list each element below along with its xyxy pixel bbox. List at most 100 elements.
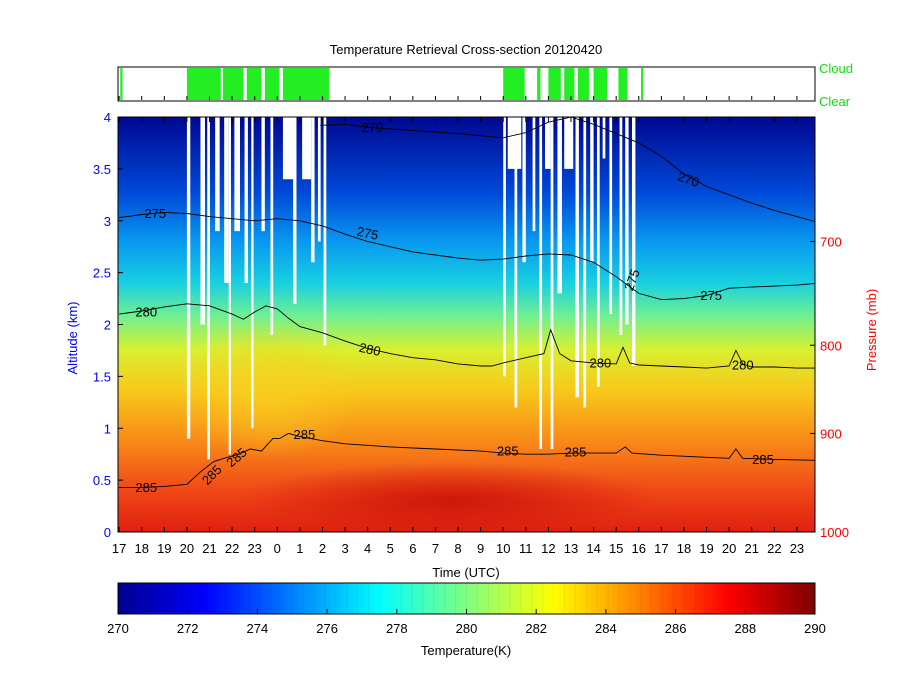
x-tick-label: 14	[586, 541, 600, 556]
colorbar-tick-label: 284	[595, 621, 617, 636]
missing-data-column	[619, 117, 623, 335]
contour-label: 285	[565, 445, 587, 460]
left-y-axis-ticks: 0 0.5 1 1.5 2 2.5 3 3.5 4	[93, 110, 123, 540]
x-tick-label: 18	[677, 541, 691, 556]
left-y-tick-label: 0	[104, 525, 111, 540]
right-y-tick-label: 700	[820, 235, 842, 250]
x-axis-label: Time (UTC)	[432, 565, 499, 580]
x-tick-label: 19	[157, 541, 171, 556]
contour-label: 275	[356, 224, 380, 243]
x-tick-label: 22	[767, 541, 781, 556]
x-tick-label: 23	[790, 541, 804, 556]
missing-data-column	[215, 117, 220, 232]
left-y-tick-label: 0.5	[93, 473, 111, 488]
contour-label-group: 270	[361, 120, 383, 136]
colorbar-tick-label: 290	[804, 621, 826, 636]
x-axis-ticks: 17 18 19 20 21 22 23 0 1 2 3 4 5 6 7 8 9 10 11 12 13 14 15 16 17…	[112, 96, 804, 556]
colorbar-tick-label: 286	[665, 621, 687, 636]
warm-region-left	[180, 320, 360, 460]
x-tick-label: 4	[364, 541, 371, 556]
left-y-tick-label: 3	[104, 214, 111, 229]
x-tick-label: 16	[632, 541, 646, 556]
cloud-bar	[618, 68, 628, 100]
x-tick-label: 20	[180, 541, 194, 556]
missing-data-column	[224, 117, 229, 283]
chart-title: Temperature Retrieval Cross-section 2012…	[330, 42, 602, 57]
contour-label: 285	[135, 480, 157, 495]
x-tick-label: 1	[296, 541, 303, 556]
x-tick-label: 23	[247, 541, 261, 556]
colorbar-label: Temperature(K)	[421, 643, 511, 658]
contour-label: 275	[700, 288, 722, 303]
x-tick-label: 21	[202, 541, 216, 556]
right-y-axis-ticks: 1000 900 800 700	[810, 235, 849, 540]
colorbar-tick-label: 280	[456, 621, 478, 636]
cloud-label: Cloud	[819, 61, 853, 76]
missing-data-column	[514, 117, 518, 408]
contour-label: 270	[361, 120, 383, 136]
cloud-bar	[593, 68, 608, 100]
contour-line-280	[119, 303, 815, 369]
missing-data-column	[583, 117, 587, 408]
x-tick-label: 21	[745, 541, 759, 556]
cloud-bar	[564, 68, 575, 100]
cloud-bar	[548, 68, 561, 100]
missing-data-column	[282, 117, 295, 180]
missing-data-column	[522, 117, 526, 263]
missing-data-column	[602, 117, 606, 159]
cloud-bar	[264, 68, 280, 100]
contour-label-group: 275	[356, 224, 380, 243]
missing-data-column	[244, 117, 248, 283]
x-tick-label: 17	[654, 541, 668, 556]
x-tick-label: 2	[319, 541, 326, 556]
missing-data-column	[539, 117, 543, 449]
x-tick-label: 3	[341, 541, 348, 556]
missing-data-column	[234, 117, 241, 232]
left-y-tick-label: 2.5	[93, 266, 111, 281]
left-y-tick-label: 2	[104, 318, 111, 333]
missing-data-column	[228, 117, 231, 455]
right-y-tick-label: 900	[820, 426, 842, 441]
cloud-strip: Cloud Clear	[117, 61, 853, 109]
x-tick-label: 7	[432, 541, 439, 556]
contour-line-275	[119, 211, 815, 301]
right-y-tick-label: 1000	[820, 525, 849, 540]
colorbar-tick-label: 278	[386, 621, 408, 636]
x-tick-label: 13	[564, 541, 578, 556]
contour-label: 285	[294, 427, 316, 442]
colorbar: 270 272 274 276 278 280 282 284 286 288 290 Temper…	[107, 582, 826, 658]
x-tick-label: 17	[112, 541, 126, 556]
contour-label: 275	[621, 267, 643, 293]
colorbar-tick-label: 282	[525, 621, 547, 636]
missing-data-column	[550, 117, 554, 449]
missing-data-column	[631, 117, 636, 366]
clear-label: Clear	[819, 94, 851, 109]
missing-data-column	[311, 117, 315, 263]
missing-data-column	[186, 117, 191, 439]
contour-label-group: 275	[700, 288, 722, 303]
cloud-bar	[641, 68, 644, 100]
colorbar-stripes	[128, 584, 805, 613]
contour-label-group: 285	[497, 444, 519, 459]
contour-label-group: 275	[621, 267, 643, 293]
contour-label-group: 285	[135, 480, 157, 495]
cloud-bar	[246, 68, 262, 100]
missing-data-column	[207, 117, 210, 460]
missing-data-column	[590, 117, 594, 263]
cloud-bar	[282, 68, 330, 100]
x-tick-label: 12	[541, 541, 555, 556]
missing-data-column	[545, 117, 551, 169]
left-y-tick-label: 3.5	[93, 162, 111, 177]
x-tick-label: 19	[699, 541, 713, 556]
left-y-tick-label: 1	[104, 421, 111, 436]
contour-lines: 270 270 275 275 275 275 280 280 280 280 285 285 285 2…	[119, 117, 815, 495]
cloud-bar	[503, 68, 525, 100]
x-tick-label: 5	[387, 541, 394, 556]
left-y-tick-label: 4	[104, 110, 111, 125]
contour-label: 280	[732, 358, 754, 373]
x-tick-label: 22	[225, 541, 239, 556]
missing-data-column	[557, 117, 562, 294]
x-tick-label: 8	[454, 541, 461, 556]
left-y-tick-label: 1.5	[93, 369, 111, 384]
contour-line-270	[320, 117, 815, 223]
